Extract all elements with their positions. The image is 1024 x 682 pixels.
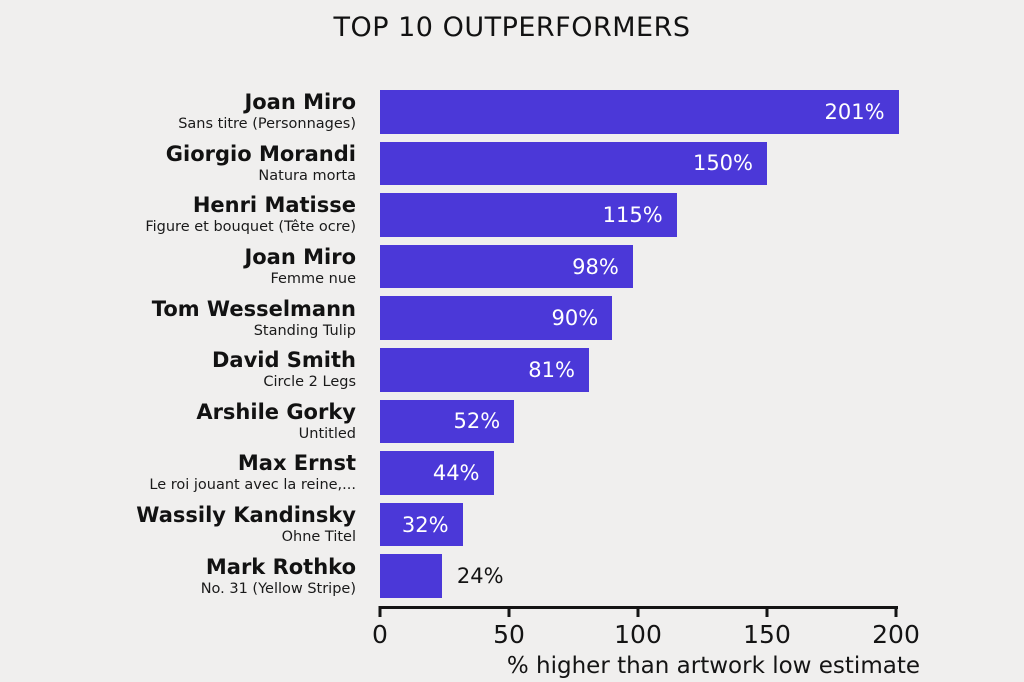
bar-value-label: 24% [456,564,504,589]
x-tick-label: 0 [372,620,388,649]
bar-row: Joan Miro Femme nue 98% [0,241,1024,293]
row-labels: Arshile Gorky Untitled [0,396,380,448]
artwork-title: Natura morta [258,167,356,184]
chart-title: TOP 10 OUTPERFORMERS [333,12,691,43]
bar: 81% [380,347,589,392]
bar-row: Wassily Kandinsky Ohne Titel 32% [0,499,1024,551]
bar-value-label: 90% [551,306,599,331]
bar-track: 150% [380,138,1024,190]
artwork-title: No. 31 (Yellow Stripe) [200,580,356,597]
bar-value-label: 115% [602,202,663,227]
artist-name: Wassily Kandinsky [136,503,356,528]
x-tick-mark [636,606,640,617]
bar-track: 24% [380,550,1024,602]
bar-value-label: 81% [528,357,575,382]
x-tick-label: 200 [872,620,920,649]
x-tick-mark [507,606,511,617]
row-labels: Max Ernst Le roi jouant avec la reine,..… [0,447,380,499]
bar-value-label: 52% [453,409,501,434]
bar-row: Henri Matisse Figure et bouquet (Tête oc… [0,189,1024,241]
bar-track: 44% [380,447,1024,499]
bar: 115% [380,193,677,237]
bar-row: David Smith Circle 2 Legs 81% [0,344,1024,396]
x-axis-title: % higher than artwork low estimate [506,653,920,679]
artwork-title: Standing Tulip [253,322,356,339]
bar-value-label: 98% [572,254,619,279]
bar-value-label: 32% [401,512,449,537]
artist-name: Tom Wesselmann [151,296,356,321]
chart-rows: Joan Miro Sans titre (Personnages) 201% … [0,86,1024,602]
bar-track: 81% [380,344,1024,396]
artwork-title: Circle 2 Legs [263,374,356,391]
bar-track: 98% [380,241,1024,293]
artwork-title: Untitled [298,425,356,442]
bar-row: Giorgio Morandi Natura morta 150% [0,138,1024,190]
bar: 98% [380,244,633,289]
bar-row: Max Ernst Le roi jouant avec la reine,..… [0,447,1024,499]
artwork-title: Ohne Titel [281,529,356,546]
bar-track: 32% [380,499,1024,551]
row-labels: Henri Matisse Figure et bouquet (Tête oc… [0,189,380,241]
row-labels: Wassily Kandinsky Ohne Titel [0,499,380,551]
x-tick-mark [378,606,382,617]
bar: 150% [380,141,767,186]
artwork-title: Sans titre (Personnages) [178,116,356,133]
artist-name: Max Ernst [237,451,356,476]
artwork-title: Figure et bouquet (Tête ocre) [145,219,356,236]
artist-name: Giorgio Morandi [165,141,356,166]
row-labels: Mark Rothko No. 31 (Yellow Stripe) [0,550,380,602]
bar: 24% [380,554,504,598]
x-tick-mark [894,606,898,617]
bar-track: 90% [380,292,1024,344]
x-tick-mark [765,606,769,617]
row-labels: David Smith Circle 2 Legs [0,344,380,396]
bar-row: Tom Wesselmann Standing Tulip 90% [0,292,1024,344]
bar: 90% [380,296,613,340]
row-labels: Joan Miro Femme nue [0,241,380,293]
bar-row: Mark Rothko No. 31 (Yellow Stripe) 24% [0,550,1024,602]
row-labels: Tom Wesselmann Standing Tulip [0,292,380,344]
bar: 52% [380,399,515,444]
artwork-title: Femme nue [270,271,356,288]
bar-row: Arshile Gorky Untitled 52% [0,396,1024,448]
x-tick-label: 100 [614,620,662,649]
bar-value-label: 44% [432,460,480,485]
row-labels: Joan Miro Sans titre (Personnages) [0,86,380,138]
x-tick-label: 150 [743,620,791,649]
bar-value-label: 201% [824,99,885,124]
bar-track: 52% [380,396,1024,448]
bar-track: 201% [380,86,1024,138]
artist-name: Mark Rothko [205,554,356,579]
bar: 201% [380,90,899,134]
artwork-title: Le roi jouant avec la reine,... [149,477,356,494]
artist-name: Arshile Gorky [196,399,356,424]
row-labels: Giorgio Morandi Natura morta [0,138,380,190]
artist-name: Henri Matisse [192,193,356,218]
bar-row: Joan Miro Sans titre (Personnages) 201% [0,86,1024,138]
artist-name: David Smith [211,348,356,373]
bar-track: 115% [380,189,1024,241]
bar: 44% [380,451,494,495]
artist-name: Joan Miro [244,245,356,270]
x-tick-label: 50 [493,620,525,649]
bar: 32% [380,502,463,547]
bar-value-label: 150% [692,151,753,176]
artist-name: Joan Miro [244,90,356,115]
